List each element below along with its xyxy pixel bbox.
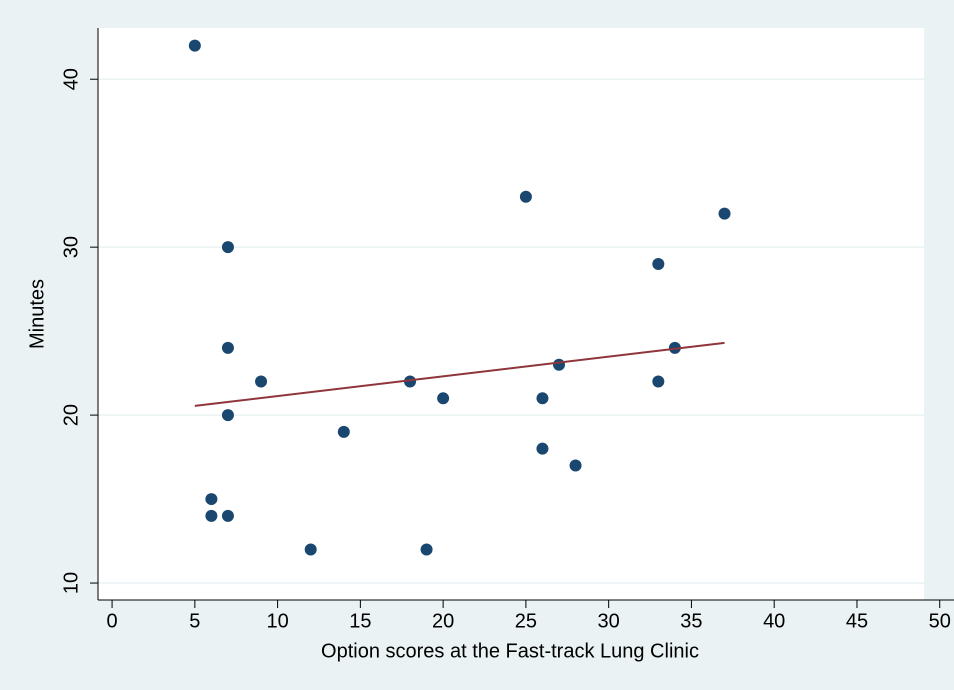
point: [221, 409, 234, 422]
point: [652, 257, 665, 270]
x-tick-label: 10: [266, 610, 288, 632]
fit-line: [194, 341, 725, 407]
point: [652, 375, 665, 388]
point: [221, 241, 234, 254]
x-tick-label: 25: [515, 610, 537, 632]
x-tick-label: 5: [189, 610, 200, 632]
point: [205, 493, 218, 506]
point: [420, 543, 433, 556]
y-tick-label: 20: [60, 404, 82, 426]
point: [536, 442, 549, 455]
point: [255, 375, 268, 388]
x-axis-title: Option scores at the Fast-track Lung Cli…: [321, 640, 699, 662]
x-tick-label: 0: [107, 610, 118, 632]
x-tick-label: 45: [846, 610, 868, 632]
point: [437, 392, 450, 405]
y-tick-label: 30: [60, 236, 82, 258]
x-tick-label: 20: [432, 610, 454, 632]
point: [569, 459, 582, 472]
x-tick-label: 50: [929, 610, 951, 632]
point: [404, 375, 417, 388]
point: [221, 341, 234, 354]
plot-area: [98, 28, 924, 600]
point: [519, 190, 532, 203]
x-tick-label: 30: [598, 610, 620, 632]
y-tick-label: 40: [60, 68, 82, 90]
point: [553, 358, 566, 371]
point: [337, 425, 350, 438]
point: [718, 207, 731, 220]
x-tick-label: 40: [763, 610, 785, 632]
y-axis-title: Minutes: [26, 279, 48, 349]
point: [188, 39, 201, 52]
x-tick-label: 15: [349, 610, 371, 632]
point: [536, 392, 549, 405]
x-tick-label: 35: [680, 610, 702, 632]
y-tick-label: 10: [60, 572, 82, 594]
point: [304, 543, 317, 556]
point: [221, 509, 234, 522]
point: [205, 509, 218, 522]
